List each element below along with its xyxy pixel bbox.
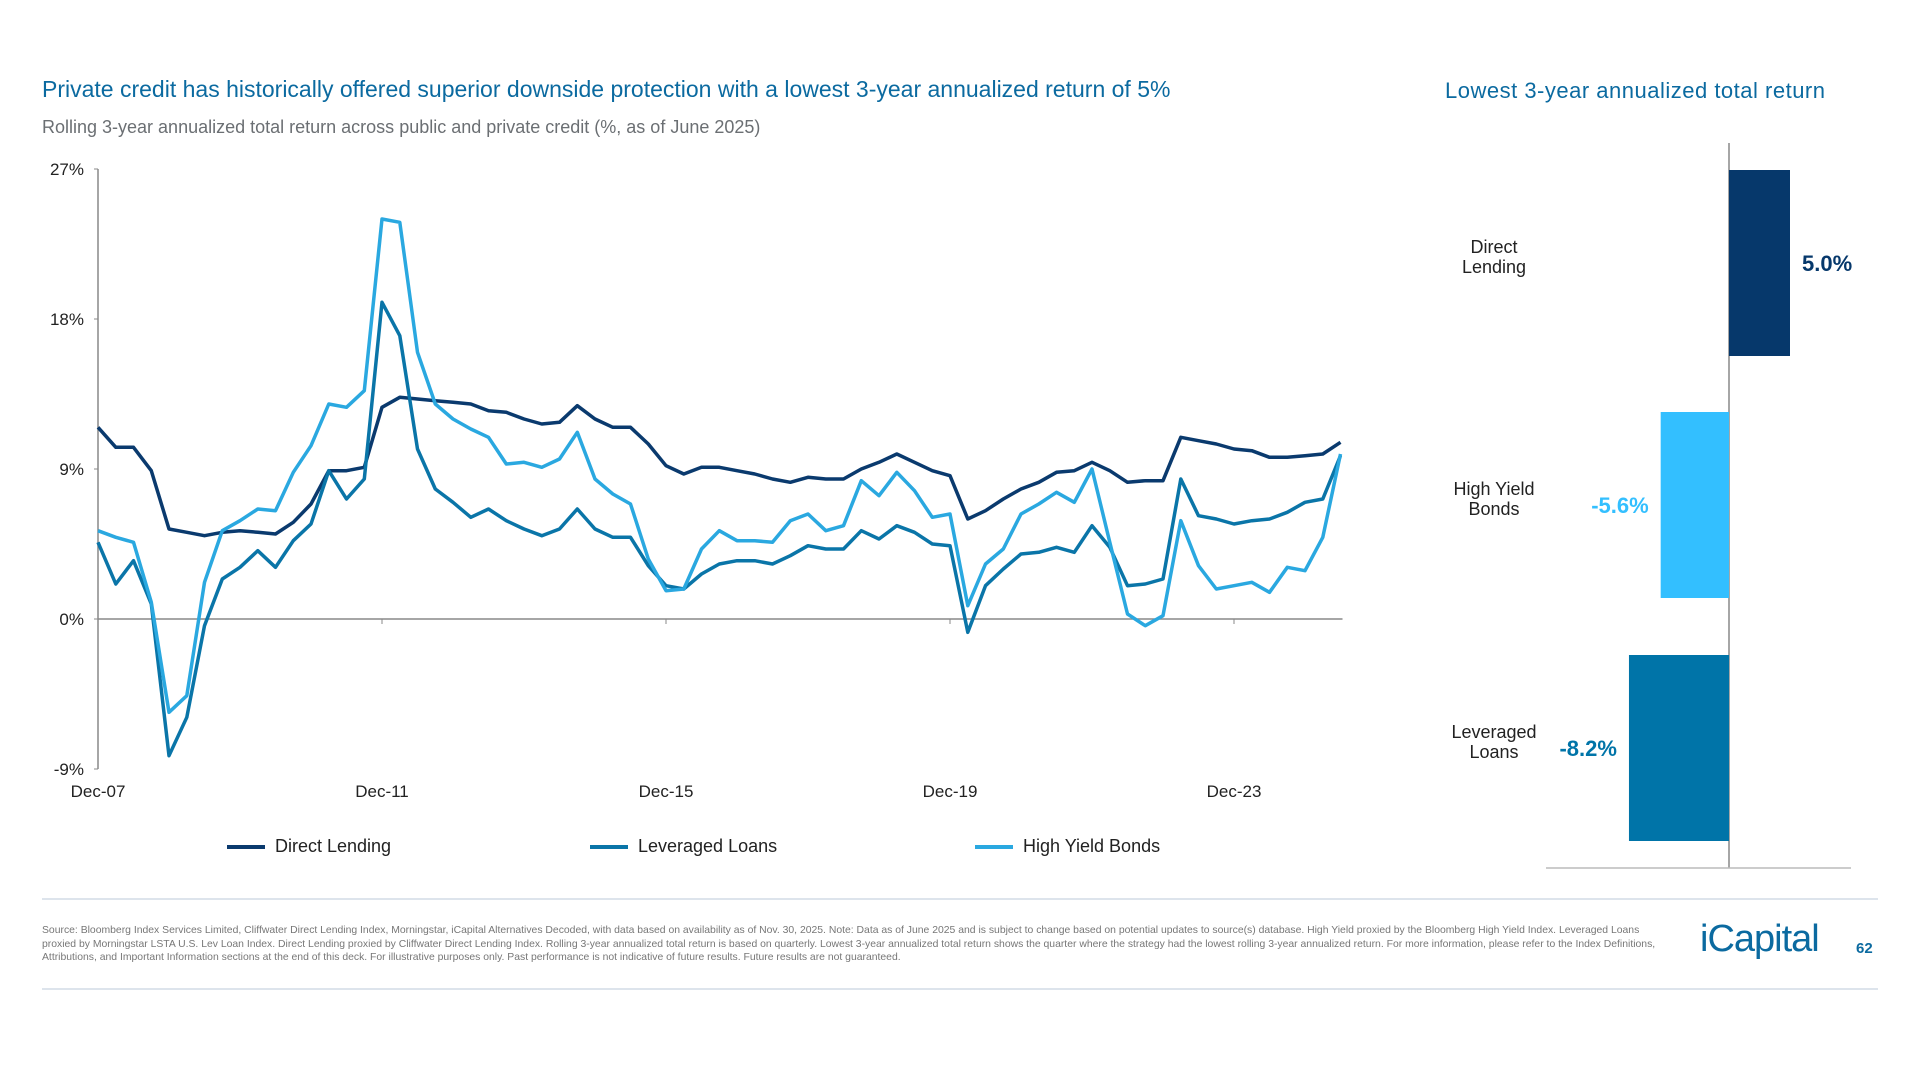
bar-category-label: Bonds [1468,499,1519,519]
legend-swatch [590,844,628,849]
y-tick-label: 0% [59,610,84,629]
chart-subtitle: Rolling 3-year annualized total return a… [42,117,761,137]
x-tick-label: Dec-15 [639,782,694,801]
bar-chart-title: Lowest 3-year annualized total return [1445,78,1826,103]
icapital-logo: iCapital [1700,918,1820,960]
x-tick-label: Dec-23 [1207,782,1262,801]
bar-value-label: -5.6% [1591,493,1648,518]
legend-label: Leveraged Loans [638,836,778,856]
y-tick-label: 9% [59,460,84,479]
footer-divider-bottom [42,988,1878,990]
footer-divider [42,898,1878,900]
bar-value-label: 5.0% [1802,251,1852,276]
legend-label: High Yield Bonds [1023,836,1161,856]
legend-label: Direct Lending [275,836,392,856]
page-number: 62 [1856,940,1873,957]
series-line-high-yield-bonds [97,217,1343,715]
legend-swatch [227,844,265,849]
bar-category-label: High Yield [1453,479,1534,499]
bar-category-label: Loans [1469,742,1518,762]
x-tick-label: Dec-07 [71,782,126,801]
y-tick-label: 27% [50,160,84,179]
x-tick-label: Dec-19 [923,782,978,801]
bar-value-label: -8.2% [1559,736,1616,761]
page-title: Private credit has historically offered … [42,76,1171,102]
x-tick-label: Dec-11 [355,782,409,801]
series-line-direct-lending [96,395,1342,538]
bar-category-label: Leveraged [1451,722,1536,742]
bar [1628,655,1729,841]
bar [1729,170,1790,356]
footnote: Source: Bloomberg Index Services Limited… [42,925,1656,963]
y-tick-label: 18% [50,310,84,329]
legend-item-direct-lending: Direct Lending [227,836,391,857]
bar [1660,412,1729,598]
legend-item-high-yield-bonds: High Yield Bonds [975,836,1160,857]
legend-swatch [975,844,1013,849]
series-line-leveraged-loans [96,300,1343,758]
bar-category-label: Lending [1462,257,1526,277]
y-tick-label: -9% [54,760,84,779]
line-chart: 27% 18% 9% 0% -9% Dec-07 Dec-11 Dec-15 Dec-19 Dec… [50,160,1343,801]
bar-category-label: Direct [1470,237,1517,257]
legend-item-leveraged-loans: Leveraged Loans [590,836,777,857]
